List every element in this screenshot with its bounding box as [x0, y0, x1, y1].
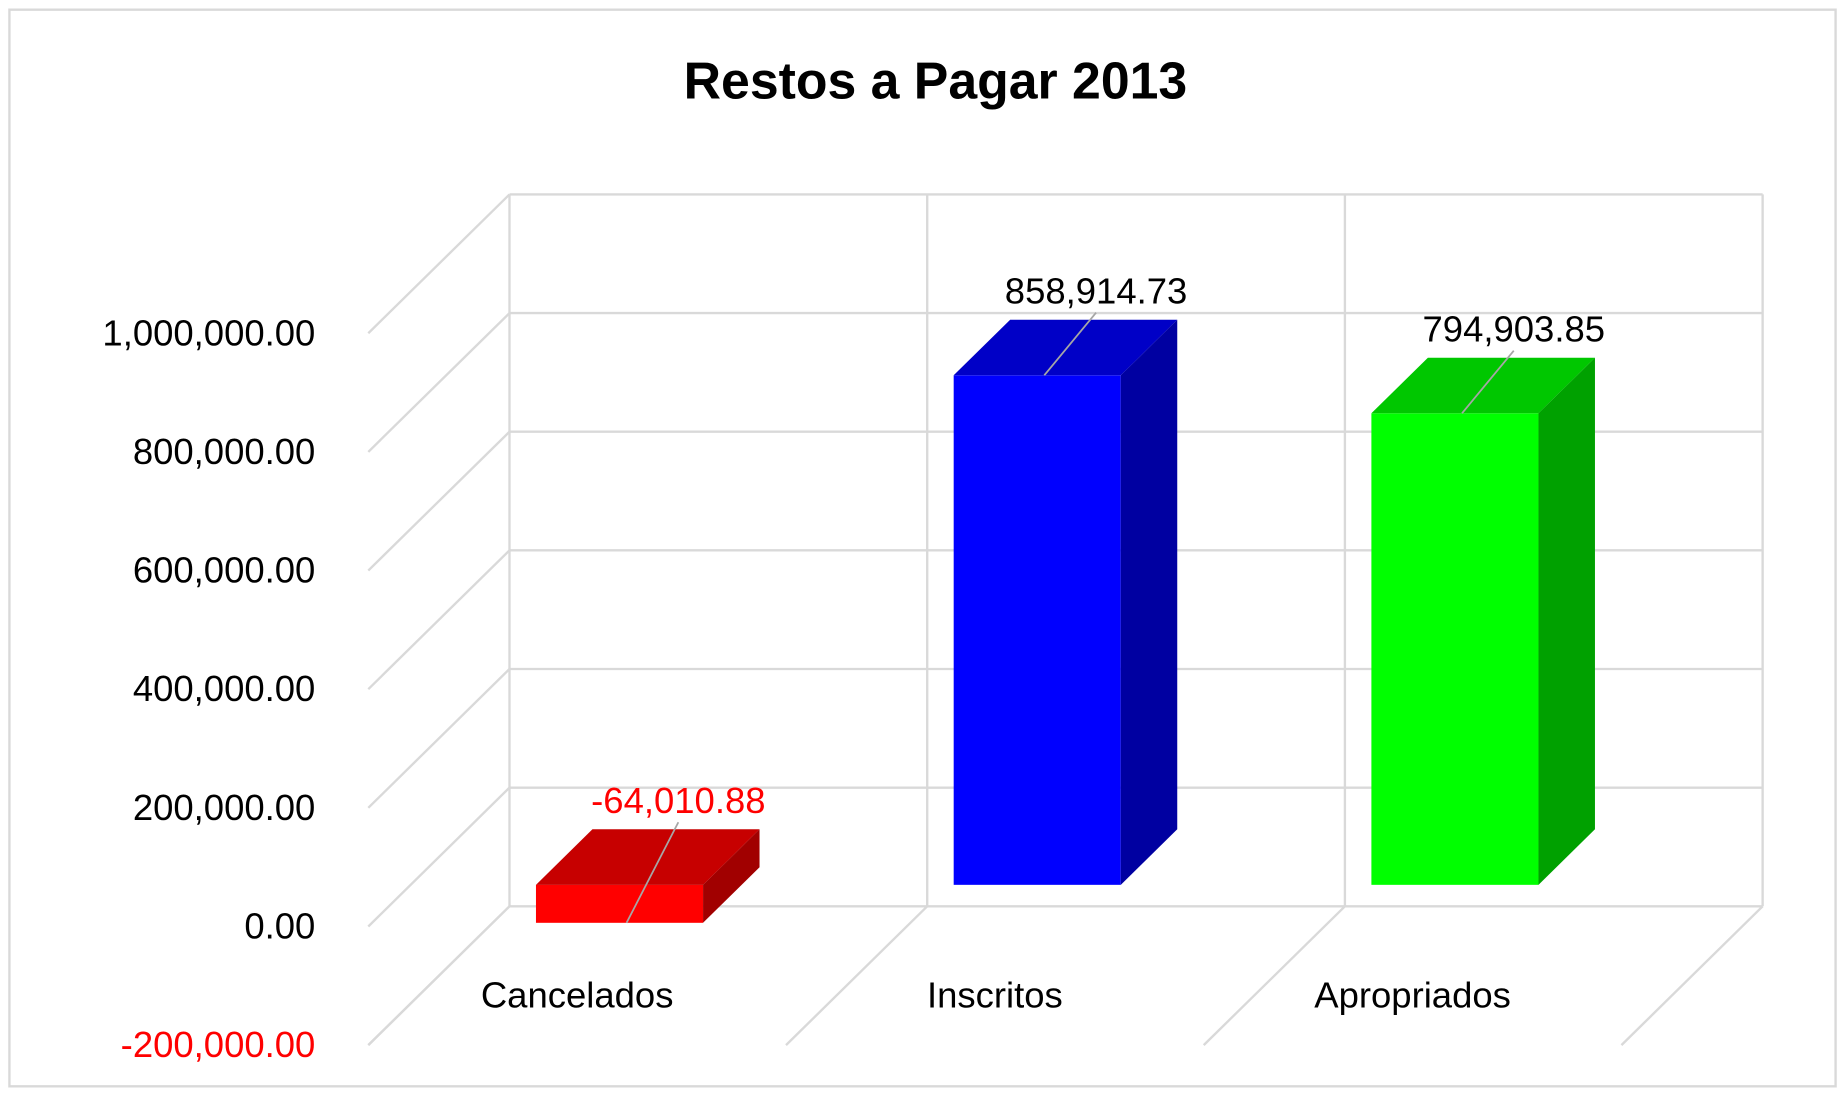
x-tick-label: Cancelados [481, 975, 674, 1016]
bar-front [953, 375, 1121, 885]
y-tick-label: 0.00 [244, 905, 315, 946]
leader-line [1461, 350, 1515, 414]
bar-side [1538, 357, 1595, 885]
x-tick-label: Apropriados [1314, 975, 1511, 1016]
side-grid-line [367, 786, 511, 928]
leader-line [1043, 312, 1097, 376]
x-tick-label: Inscritos [927, 975, 1063, 1016]
side-grid-line [367, 193, 511, 335]
side-grid-line [367, 312, 511, 453]
floor-line [1202, 905, 1346, 1046]
bar-top [535, 829, 760, 885]
y-tick-label: -200,000.00 [121, 1024, 316, 1065]
y-tick-label: 400,000.00 [133, 668, 316, 709]
data-label: -64,010.88 [591, 780, 765, 821]
side-grid-line [367, 905, 511, 1046]
y-tick-label: 1,000,000.00 [102, 312, 315, 353]
y-tick-label: 200,000.00 [133, 787, 316, 828]
bar-side [703, 829, 760, 923]
bar-front [535, 884, 704, 923]
y-tick-label: 600,000.00 [133, 550, 316, 591]
bar-top [1371, 357, 1595, 414]
data-label: 858,914.73 [1005, 271, 1188, 312]
data-label: 794,903.85 [1423, 308, 1606, 349]
leader-line [625, 821, 680, 924]
side-grid-line [367, 668, 511, 809]
y-tick-label: 800,000.00 [133, 431, 316, 472]
floor-line [1620, 905, 1764, 1046]
bar-side [1120, 319, 1178, 885]
bar-top [953, 319, 1178, 376]
side-grid-line [367, 549, 511, 691]
chart-title: Restos a Pagar 2013 [684, 52, 1188, 110]
side-grid-line [367, 430, 511, 572]
bar-front [1371, 413, 1539, 885]
floor-line [785, 905, 929, 1046]
